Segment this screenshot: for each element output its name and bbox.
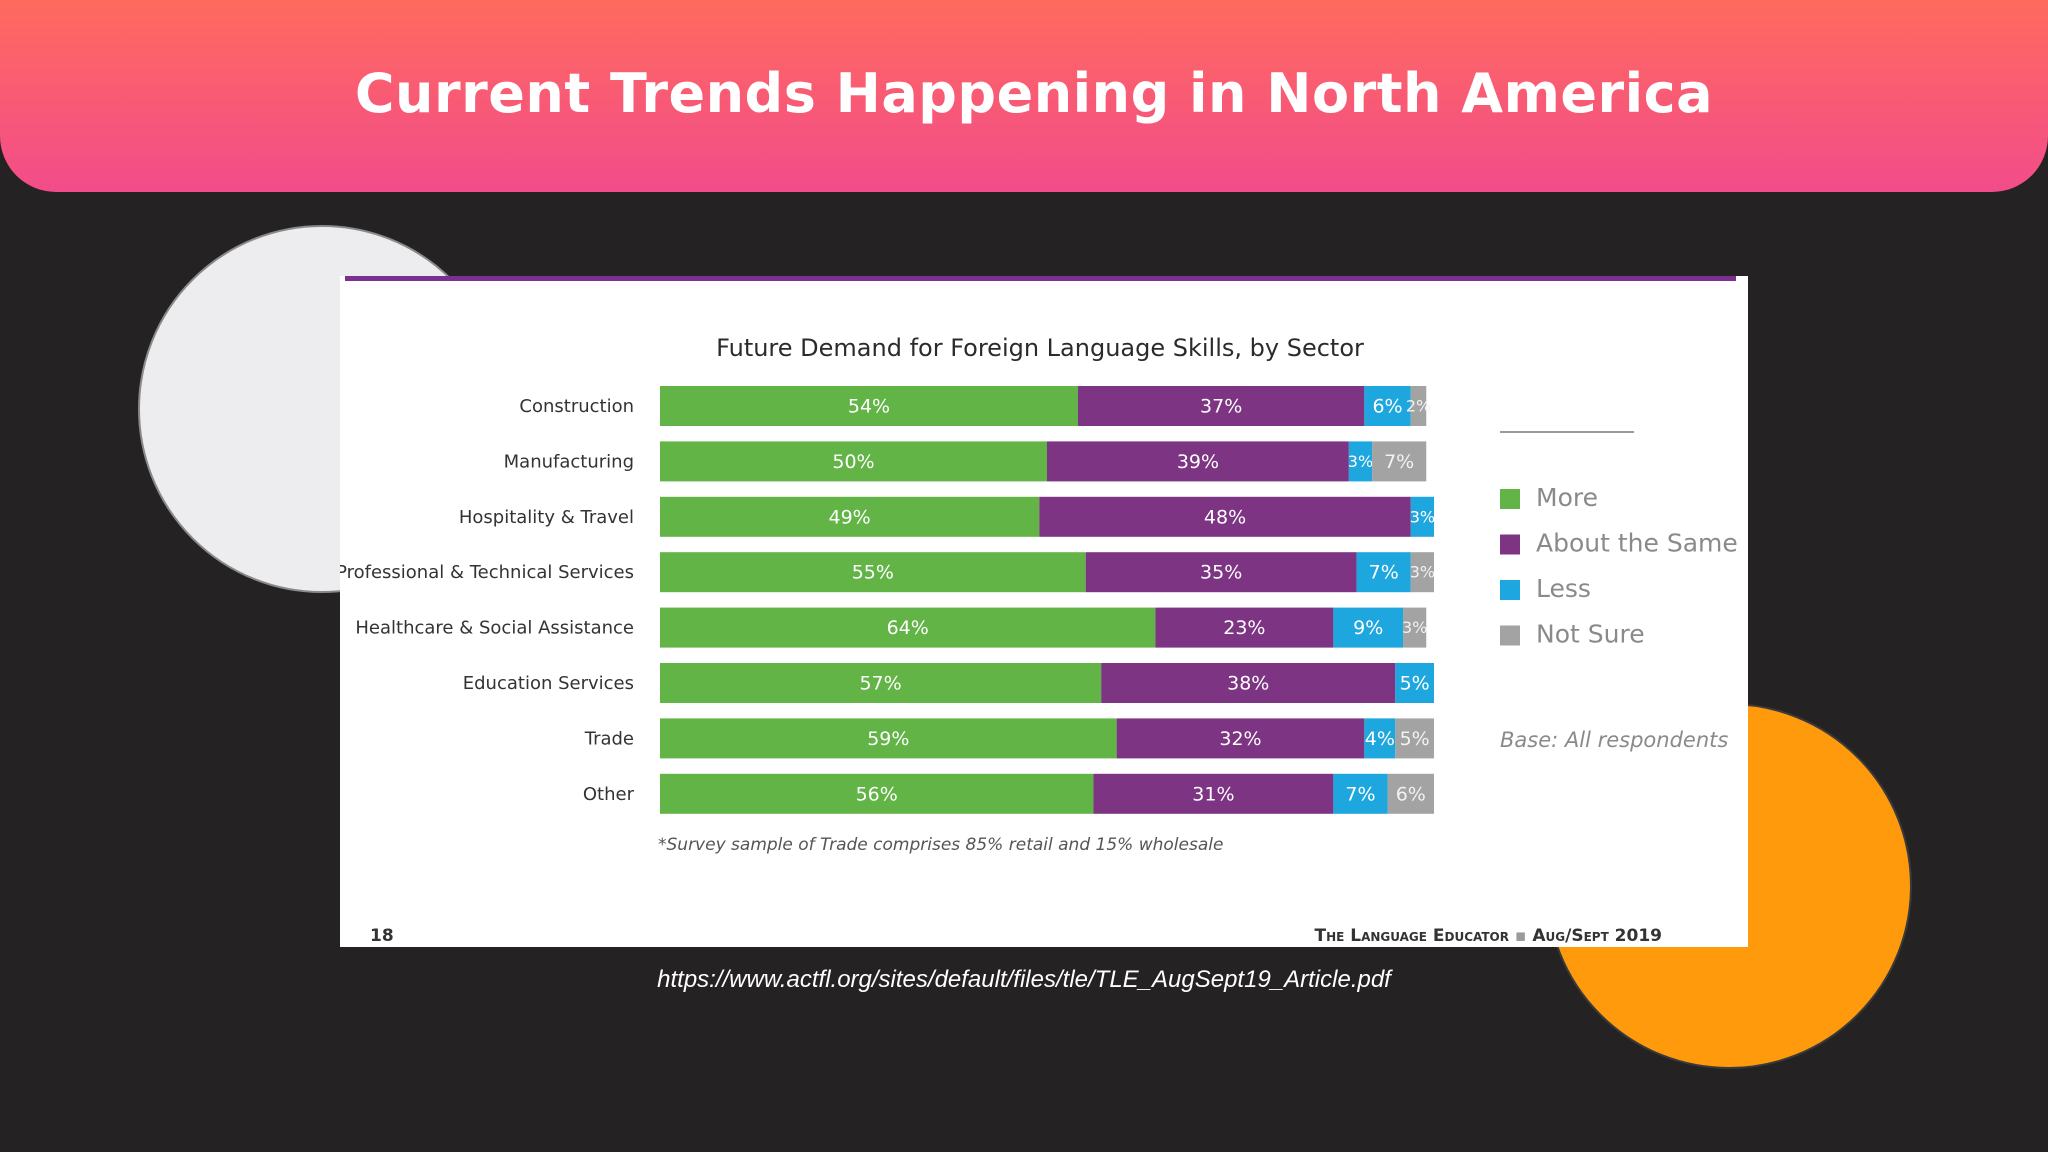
category-label-construction: Construction [519, 396, 634, 417]
bar-segment-other-about-the-same [1093, 773, 1334, 814]
data-label-education-services-more: 57% [859, 673, 901, 695]
chart-title: Future Demand for Foreign Language Skill… [716, 334, 1364, 362]
bar-segment-other-less [1333, 773, 1388, 814]
legend-label-more: More [1536, 483, 1598, 512]
data-label-manufacturing-about-the-same: 39% [1177, 451, 1219, 473]
data-label-education-services-about-the-same: 38% [1227, 673, 1269, 695]
bar-segment-professional-technical-services-about-the-same [1085, 552, 1357, 593]
data-label-construction-not-sure: 2% [1406, 397, 1431, 416]
legend-swatch-not-sure [1500, 625, 1520, 646]
footnote: *Survey sample of Trade comprises 85% re… [658, 835, 1223, 855]
data-label-construction-more: 54% [848, 396, 890, 418]
base-note: Base: All respondents [1500, 728, 1728, 752]
data-label-professional-technical-services-not-sure: 3% [1410, 563, 1435, 582]
bar-segment-manufacturing-less [1348, 441, 1373, 482]
data-label-trade-more: 59% [867, 728, 909, 750]
stacked-bar-chart: Future Demand for Foreign Language Skill… [340, 334, 1738, 946]
data-label-trade-about-the-same: 32% [1219, 728, 1261, 750]
slide-title: Current Trends Happening in North Americ… [354, 62, 1714, 125]
figure-accent-line [345, 276, 1736, 281]
bar-segment-healthcare-social-assistance-not-sure [1403, 607, 1427, 648]
data-label-construction-about-the-same: 37% [1200, 396, 1242, 418]
journal-credit: The Language Educator ▪ Aug/Sept 2019 [1315, 926, 1663, 946]
legend-swatch-about-the-same [1500, 534, 1520, 555]
legend-label-not-sure: Not Sure [1536, 620, 1645, 649]
bar-segment-hospitality-travel-about-the-same [1039, 496, 1411, 537]
bar-segment-healthcare-social-assistance-about-the-same [1155, 607, 1334, 648]
bar-segment-hospitality-travel-more [660, 496, 1040, 537]
legend-swatch-less [1500, 580, 1520, 600]
bar-segment-manufacturing-about-the-same [1047, 441, 1349, 482]
bar-segment-trade-not-sure [1395, 718, 1434, 759]
data-label-trade-less: 4% [1365, 728, 1395, 750]
legend-label-about-the-same: About the Same [1536, 529, 1738, 558]
bar-segment-manufacturing-more [660, 441, 1047, 482]
data-label-other-more: 56% [856, 783, 898, 805]
data-label-professional-technical-services-more: 55% [852, 562, 894, 584]
bar-segment-professional-technical-services-more [660, 552, 1086, 593]
data-label-professional-technical-services-less: 7% [1369, 562, 1399, 584]
bar-segment-trade-less [1364, 718, 1396, 759]
bar-segment-healthcare-social-assistance-less [1333, 607, 1404, 648]
slide-header: Current Trends Happening in North Americ… [0, 0, 2048, 192]
bar-segment-construction-not-sure [1410, 386, 1427, 426]
data-label-healthcare-social-assistance-more: 64% [887, 617, 929, 639]
data-label-hospitality-travel-about-the-same: 48% [1204, 506, 1246, 528]
data-label-education-services-less: 5% [1400, 673, 1430, 695]
bar-segment-professional-technical-services-not-sure [1410, 552, 1434, 593]
data-label-healthcare-social-assistance-less: 9% [1353, 617, 1383, 639]
legend-label-less: Less [1536, 574, 1591, 603]
category-label-trade: Trade [584, 728, 634, 749]
bar-segment-education-services-about-the-same [1101, 663, 1396, 703]
bar-segment-other-more [660, 773, 1094, 814]
category-label-other: Other [583, 784, 635, 805]
bar-segment-hospitality-travel-less [1410, 496, 1434, 537]
data-label-construction-less: 6% [1372, 396, 1402, 418]
bar-segment-manufacturing-not-sure [1372, 441, 1427, 482]
bar-segment-healthcare-social-assistance-more [660, 607, 1156, 648]
chart-figure: Future Demand for Foreign Language Skill… [340, 276, 1748, 947]
legend-swatch-more [1500, 489, 1520, 509]
bar-segment-trade-about-the-same [1116, 718, 1365, 759]
bar-segment-trade-more [660, 718, 1117, 759]
journal-name: The Language Educator [1315, 926, 1510, 946]
data-label-professional-technical-services-about-the-same: 35% [1200, 562, 1242, 584]
bar-segment-construction-about-the-same [1077, 386, 1365, 426]
data-label-healthcare-social-assistance-about-the-same: 23% [1223, 617, 1265, 639]
data-label-other-about-the-same: 31% [1192, 783, 1234, 805]
category-label-manufacturing: Manufacturing [504, 451, 634, 472]
category-label-professional-technical-services: Professional & Technical Services [340, 562, 634, 583]
category-label-hospitality-travel: Hospitality & Travel [459, 507, 634, 528]
source-url[interactable]: https://www.actfl.org/sites/default/file… [657, 966, 1391, 993]
category-label-healthcare-social-assistance: Healthcare & Social Assistance [355, 618, 634, 639]
data-label-healthcare-social-assistance-not-sure: 3% [1402, 618, 1427, 637]
bar-segment-education-services-less [1395, 663, 1434, 703]
data-label-other-not-sure: 6% [1396, 783, 1426, 805]
data-label-hospitality-travel-more: 49% [829, 506, 871, 528]
page-number: 18 [370, 926, 394, 946]
data-label-manufacturing-not-sure: 7% [1384, 451, 1414, 473]
bar-segment-construction-less [1364, 386, 1411, 426]
data-label-manufacturing-more: 50% [832, 451, 874, 473]
data-label-other-less: 7% [1345, 783, 1375, 805]
bar-segment-other-not-sure [1387, 773, 1434, 814]
journal-issue: Aug/Sept 2019 [1532, 926, 1662, 946]
bars-layer: Construction 54% 37% 6% 2%Manufacturing 50% 39… [340, 386, 1435, 814]
data-label-hospitality-travel-less: 3% [1410, 507, 1435, 526]
bar-segment-education-services-more [660, 663, 1102, 703]
bar-segment-professional-technical-services-less [1356, 552, 1411, 593]
legend: More About the Same Less Not Sure [1500, 483, 1738, 649]
data-label-manufacturing-less: 3% [1348, 452, 1373, 471]
bar-segment-construction-more [660, 386, 1078, 426]
category-label-education-services: Education Services [463, 673, 634, 694]
data-label-trade-not-sure: 5% [1400, 728, 1430, 750]
